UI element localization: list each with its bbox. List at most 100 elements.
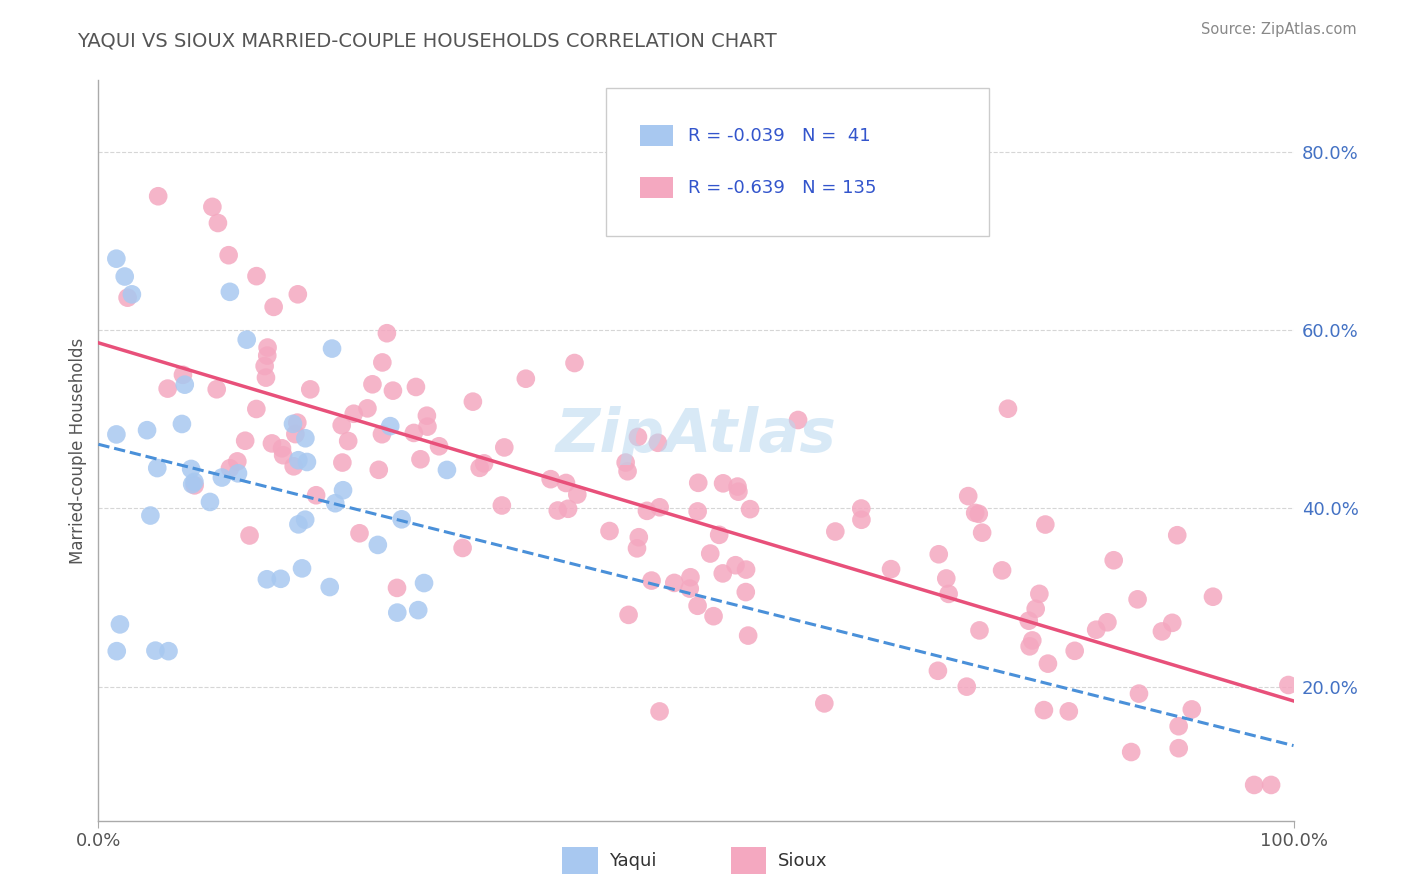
Point: [332, 456, 354, 470]
Point: [343, 407, 366, 421]
Point: [880, 562, 903, 576]
Point: [1243, 778, 1265, 792]
Point: [1025, 602, 1047, 616]
Point: [1181, 702, 1204, 716]
Point: [957, 489, 980, 503]
Point: [727, 484, 749, 499]
Point: [1166, 528, 1188, 542]
Point: [1260, 778, 1282, 792]
Point: [235, 333, 257, 347]
Point: [121, 287, 143, 301]
Point: [1121, 745, 1143, 759]
Point: [965, 506, 987, 520]
Point: [956, 680, 979, 694]
Point: [664, 575, 686, 590]
Point: [256, 572, 278, 586]
Bar: [640, 126, 673, 146]
Point: [349, 526, 371, 541]
Point: [321, 342, 343, 356]
Point: [416, 419, 439, 434]
Point: [218, 248, 240, 262]
Point: [1063, 644, 1085, 658]
Point: [1202, 590, 1225, 604]
Point: [299, 383, 322, 397]
Point: [737, 629, 759, 643]
Point: [380, 419, 402, 434]
Point: [245, 401, 267, 416]
Point: [356, 401, 378, 416]
Point: [245, 269, 267, 284]
Point: [547, 503, 569, 517]
Point: [1097, 615, 1119, 630]
Point: [991, 563, 1014, 577]
Point: [319, 580, 342, 594]
FancyBboxPatch shape: [606, 87, 988, 235]
Point: [145, 643, 167, 657]
Point: [294, 431, 316, 445]
Text: R = -0.639   N = 135: R = -0.639 N = 135: [688, 178, 876, 196]
Point: [699, 547, 721, 561]
Point: [385, 581, 408, 595]
Point: [281, 417, 304, 431]
Point: [207, 216, 229, 230]
Point: [219, 461, 242, 475]
Point: [679, 582, 702, 596]
Point: [851, 513, 873, 527]
Point: [284, 427, 307, 442]
Point: [851, 501, 873, 516]
Point: [1167, 719, 1189, 733]
Point: [114, 269, 136, 284]
Point: [108, 617, 131, 632]
Point: [787, 413, 810, 427]
Point: [824, 524, 846, 539]
Point: [686, 504, 709, 518]
Point: [1167, 741, 1189, 756]
Point: [617, 607, 640, 622]
Point: [972, 525, 994, 540]
Point: [416, 409, 439, 423]
Point: [136, 423, 159, 437]
Point: [226, 454, 249, 468]
Point: [735, 563, 758, 577]
Point: [1126, 592, 1149, 607]
Point: [997, 401, 1019, 416]
Point: [263, 300, 285, 314]
Point: [256, 349, 278, 363]
Bar: [640, 178, 673, 198]
Point: [616, 464, 638, 478]
Point: [156, 382, 179, 396]
Point: [332, 483, 354, 498]
Text: Source: ZipAtlas.com: Source: ZipAtlas.com: [1201, 22, 1357, 37]
Point: [1102, 553, 1125, 567]
Point: [198, 495, 221, 509]
Point: [233, 434, 256, 448]
Point: [724, 558, 747, 573]
Point: [1277, 678, 1299, 692]
Point: [648, 705, 671, 719]
Point: [146, 461, 169, 475]
Point: [686, 599, 709, 613]
Point: [1036, 657, 1059, 671]
Point: [271, 442, 294, 456]
Point: [180, 462, 202, 476]
Point: [938, 587, 960, 601]
Point: [627, 530, 650, 544]
Point: [295, 455, 318, 469]
Point: [287, 453, 309, 467]
Point: [270, 572, 292, 586]
Point: [688, 475, 710, 490]
Point: [294, 513, 316, 527]
Point: [494, 441, 516, 455]
Point: [491, 499, 513, 513]
Point: [170, 417, 193, 431]
Point: [283, 459, 305, 474]
Point: [969, 624, 991, 638]
Point: [157, 644, 180, 658]
Point: [564, 356, 586, 370]
Point: [409, 452, 432, 467]
Point: [183, 475, 205, 489]
Point: [105, 427, 128, 442]
Point: [371, 355, 394, 369]
Point: [183, 478, 205, 492]
Point: [555, 475, 578, 490]
